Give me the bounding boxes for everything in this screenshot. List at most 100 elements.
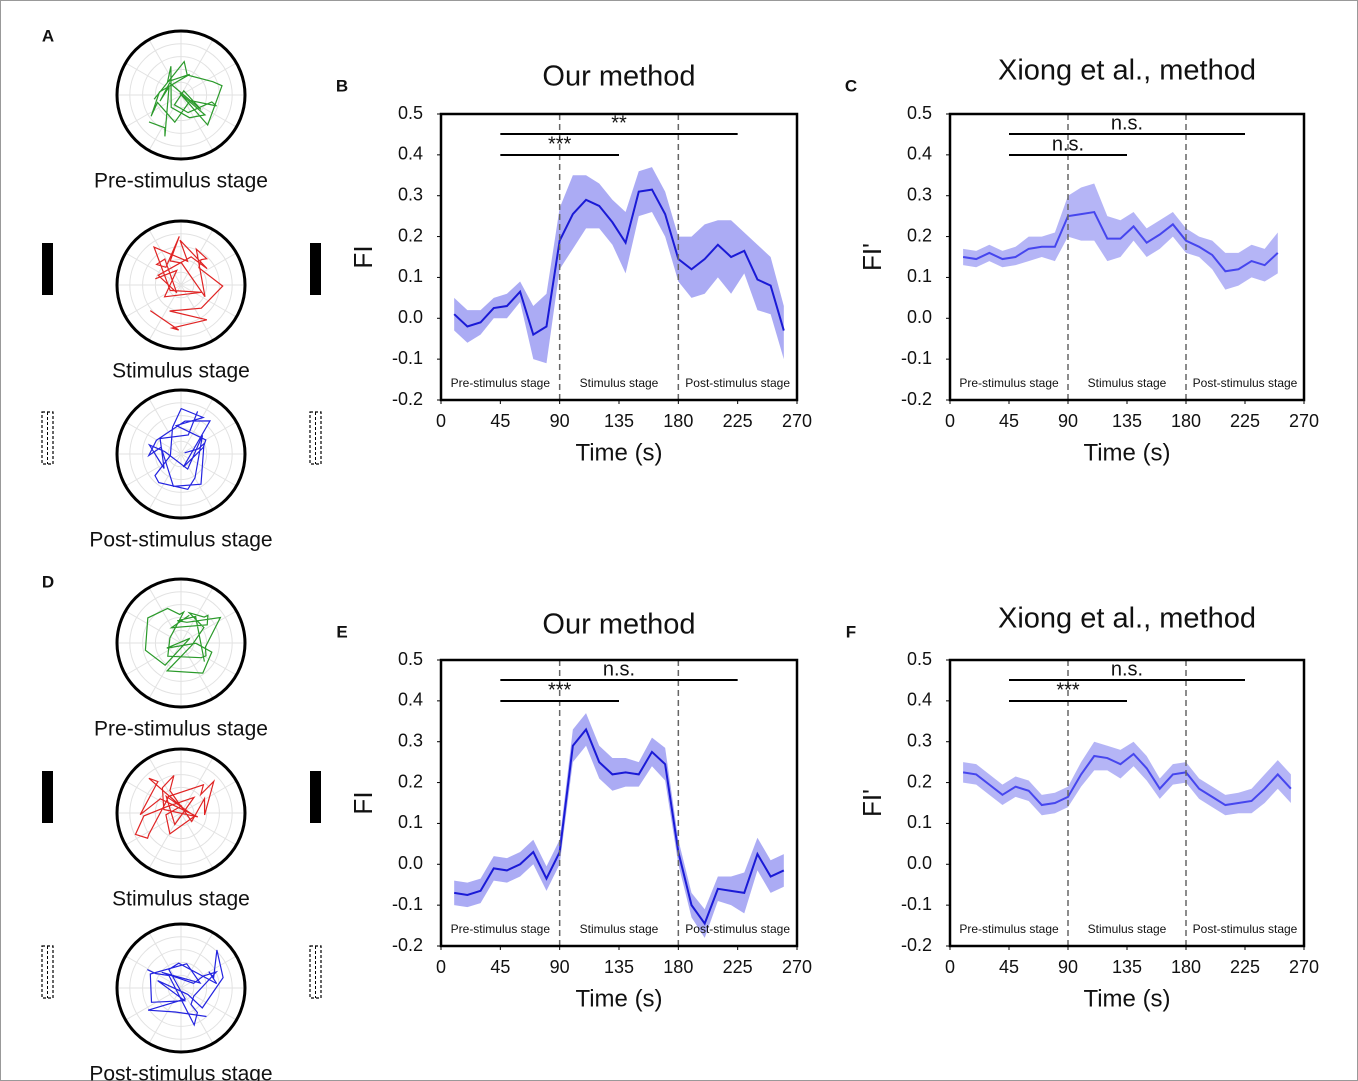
trajectory-caption: Stimulus stage	[112, 888, 250, 911]
polar-grid	[148, 987, 182, 1044]
y-tick-label: 0.2	[398, 225, 423, 245]
y-tick-label: -0.2	[901, 389, 932, 409]
x-tick-label: 45	[999, 411, 1019, 431]
x-tick-label: 270	[1289, 411, 1319, 431]
x-tick-label: 135	[1112, 957, 1142, 977]
panel-label: C	[845, 76, 857, 95]
polar-grid	[180, 62, 237, 96]
x-tick-label: 180	[663, 957, 693, 977]
stage-label: Stimulus stage	[580, 922, 659, 936]
plot-frame	[948, 112, 1306, 402]
x-tick-label: 135	[604, 411, 634, 431]
trajectory-caption: Post-stimulus stage	[89, 529, 272, 552]
polar-grid	[180, 610, 237, 644]
y-tick-label: 0.5	[398, 649, 423, 669]
y-axis-label: FI'	[857, 243, 887, 271]
y-tick-label: -0.1	[392, 348, 423, 368]
stage-label: Post-stimulus stage	[1193, 922, 1298, 936]
polar-grid	[180, 757, 214, 814]
trajectory	[144, 607, 222, 674]
trajectory-caption: Post-stimulus stage	[89, 1063, 272, 1081]
confidence-band	[963, 741, 1291, 816]
polar-grid	[148, 39, 182, 96]
x-axis-label: Time (s)	[575, 439, 662, 466]
polar-grid	[180, 39, 214, 96]
y-tick-label: 0.2	[907, 771, 932, 791]
polar-grid	[180, 642, 214, 699]
x-tick-label: 90	[1058, 957, 1078, 977]
x-tick-label: 90	[550, 957, 570, 977]
y-tick-label: 0.1	[398, 812, 423, 832]
y-tick-label: 0.3	[398, 184, 423, 204]
y-axis-label: FI'	[857, 789, 887, 817]
y-tick-label: 0.0	[398, 307, 423, 327]
stage-label: Stimulus stage	[1088, 922, 1167, 936]
x-tick-label: 225	[1230, 957, 1260, 977]
trajectory	[147, 407, 212, 490]
confidence-band	[454, 713, 784, 938]
panel-label: F	[846, 622, 856, 641]
x-tick-label: 90	[550, 411, 570, 431]
polar-grid	[180, 421, 237, 455]
stimulus-bar	[42, 771, 53, 823]
stage-label: Pre-stimulus stage	[451, 376, 551, 390]
x-tick-label: 270	[782, 957, 812, 977]
polar-grid	[180, 453, 237, 487]
plot-frame	[439, 112, 799, 402]
polar-grid	[125, 780, 182, 814]
stage-label: Pre-stimulus stage	[959, 922, 1059, 936]
polar-grid	[148, 284, 182, 341]
polar-grid	[125, 987, 182, 1021]
panel-label: B	[336, 76, 348, 95]
stage-label: Pre-stimulus stage	[451, 922, 551, 936]
y-tick-label: -0.2	[392, 389, 423, 409]
arena	[115, 747, 247, 879]
x-axis-label: Time (s)	[1083, 439, 1170, 466]
x-tick-label: 180	[663, 411, 693, 431]
polar-grid	[148, 587, 182, 644]
polar-grid	[180, 398, 214, 455]
y-tick-label: 0.1	[398, 266, 423, 286]
stage-label: Stimulus stage	[1088, 376, 1167, 390]
stage-label: Post-stimulus stage	[685, 376, 790, 390]
plot-frame	[948, 658, 1306, 948]
polar-grid	[125, 812, 182, 846]
y-axis-label: FI	[348, 245, 378, 268]
chart-title: Our method	[542, 609, 695, 641]
x-tick-label: 135	[1112, 411, 1142, 431]
x-tick-label: 90	[1058, 411, 1078, 431]
mean-line	[453, 188, 785, 337]
x-tick-label: 180	[1171, 411, 1201, 431]
polar-grid	[148, 453, 182, 510]
x-tick-label: 0	[945, 411, 955, 431]
y-tick-label: 0.5	[398, 103, 423, 123]
y-tick-label: -0.2	[901, 935, 932, 955]
significance-label: n.s.	[603, 658, 635, 680]
stage-label: Post-stimulus stage	[1193, 376, 1298, 390]
stimulus-bar	[42, 243, 53, 295]
significance-label: ***	[1056, 679, 1080, 701]
y-tick-label: 0.4	[398, 690, 423, 710]
arena	[115, 388, 247, 520]
significance-label: ***	[548, 679, 572, 701]
polar-grid	[180, 94, 214, 151]
y-tick-label: -0.1	[901, 348, 932, 368]
y-tick-label: 0.3	[907, 184, 932, 204]
x-tick-label: 225	[1230, 411, 1260, 431]
y-tick-label: 0.1	[907, 266, 932, 286]
arena	[115, 577, 247, 709]
panel-label: E	[336, 622, 347, 641]
x-tick-label: 45	[490, 411, 510, 431]
chart-title: Our method	[542, 61, 695, 93]
x-tick-label: 225	[723, 411, 753, 431]
y-axis-label: FI	[348, 791, 378, 814]
significance-label: **	[611, 112, 627, 134]
trajectory-caption: Pre-stimulus stage	[94, 718, 268, 741]
arena	[115, 219, 247, 351]
y-tick-label: 0.1	[907, 812, 932, 832]
x-tick-label: 0	[436, 411, 446, 431]
x-tick-label: 180	[1171, 957, 1201, 977]
polar-grid	[148, 229, 182, 286]
polar-grid	[148, 932, 182, 989]
stage-label: Post-stimulus stage	[685, 922, 790, 936]
